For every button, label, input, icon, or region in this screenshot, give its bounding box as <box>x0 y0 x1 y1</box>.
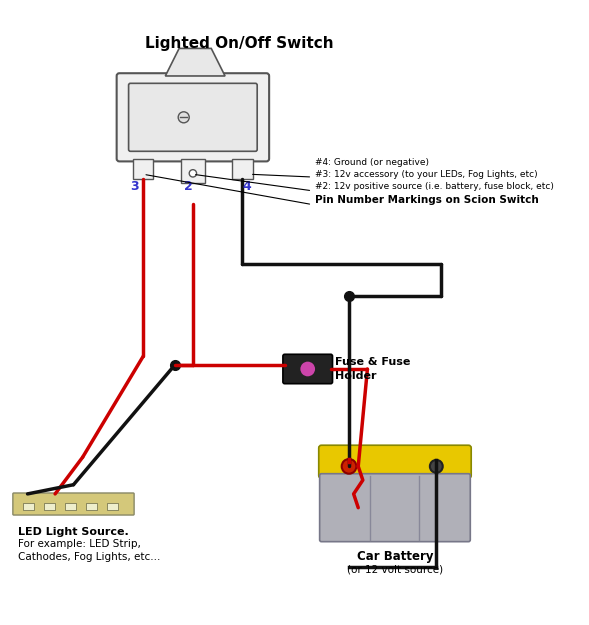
Bar <box>107 503 118 511</box>
Text: LED Light Source.: LED Light Source. <box>18 528 129 538</box>
Bar <box>23 503 34 511</box>
FancyBboxPatch shape <box>320 474 470 542</box>
Text: For example: LED Strip,: For example: LED Strip, <box>18 539 141 549</box>
Circle shape <box>342 459 356 474</box>
Text: 4: 4 <box>243 180 252 192</box>
Text: #4: Ground (or negative): #4: Ground (or negative) <box>315 158 429 167</box>
FancyBboxPatch shape <box>283 354 333 384</box>
Circle shape <box>300 362 315 376</box>
Text: #3: 12v accessory (to your LEDs, Fog Lights, etc): #3: 12v accessory (to your LEDs, Fog Lig… <box>315 170 538 179</box>
Polygon shape <box>166 48 225 76</box>
FancyBboxPatch shape <box>117 73 269 161</box>
Text: (or 12 volt source): (or 12 volt source) <box>347 564 443 574</box>
Circle shape <box>178 112 189 123</box>
FancyBboxPatch shape <box>233 159 253 179</box>
Circle shape <box>430 460 443 472</box>
Text: Fuse & Fuse: Fuse & Fuse <box>335 357 411 367</box>
Bar <box>44 503 55 511</box>
Text: Pin Number Markings on Scion Switch: Pin Number Markings on Scion Switch <box>315 195 539 205</box>
Circle shape <box>189 169 197 177</box>
Text: Holder: Holder <box>335 371 377 381</box>
FancyBboxPatch shape <box>13 493 134 515</box>
FancyBboxPatch shape <box>133 159 153 179</box>
Text: 2: 2 <box>184 180 193 192</box>
FancyBboxPatch shape <box>128 83 257 151</box>
FancyBboxPatch shape <box>319 445 471 478</box>
FancyBboxPatch shape <box>181 159 205 184</box>
Text: Car Battery: Car Battery <box>357 550 434 563</box>
Bar <box>65 503 76 511</box>
Text: #2: 12v positive source (i.e. battery, fuse block, etc): #2: 12v positive source (i.e. battery, f… <box>315 182 554 191</box>
Text: 3: 3 <box>130 180 138 192</box>
Bar <box>87 503 97 511</box>
Text: Lighted On/Off Switch: Lighted On/Off Switch <box>144 36 333 51</box>
Text: Cathodes, Fog Lights, etc...: Cathodes, Fog Lights, etc... <box>18 552 161 562</box>
